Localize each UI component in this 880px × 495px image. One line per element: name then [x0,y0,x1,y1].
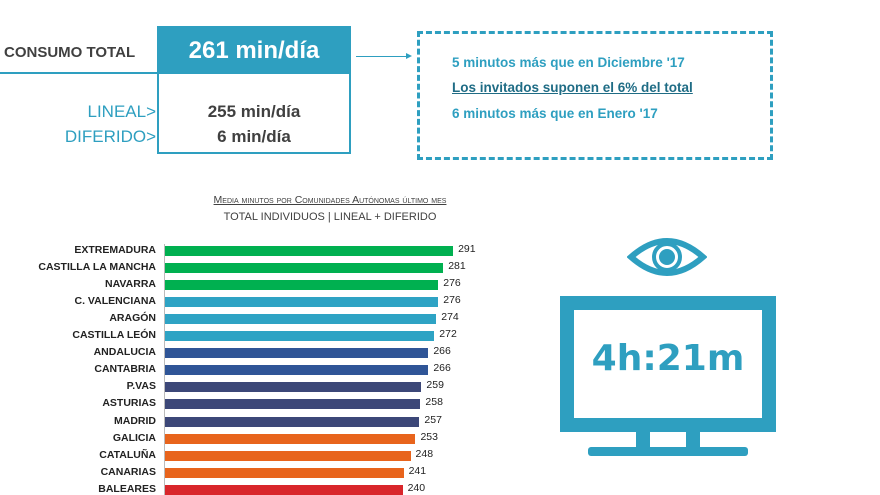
category-label: EXTREMADURA [74,244,156,256]
data-label: 253 [420,430,438,443]
bar [165,365,429,376]
note-1: 5 minutos más que en Diciembre '17 [452,55,685,70]
data-label: 266 [433,345,451,358]
category-label: ASTURIAS [102,397,156,410]
category-label: GALICIA [112,431,156,444]
category-label: CANARIAS [100,465,156,478]
notes-box [417,31,773,160]
tv-stand-base [588,447,748,456]
consumo-total-label: CONSUMO TOTAL [4,44,136,61]
bar [165,297,439,308]
consumo-box: 261 min/día 255 min/día 6 min/día [157,26,351,154]
data-label: 259 [426,379,444,392]
data-label: 281 [448,260,466,273]
category-label: BALEARES [98,482,156,495]
total-value: 261 min/día [159,28,349,74]
bar [165,416,420,427]
data-label: 257 [424,413,442,426]
bar [165,331,435,342]
lineal-value: 255 min/día [207,102,301,121]
bar [165,433,416,444]
data-label: 276 [443,294,461,307]
bar [165,382,422,393]
tv-display-value: 4h:21m [591,338,745,379]
data-label: 274 [441,311,459,324]
data-label: 248 [415,447,434,460]
category-label: CANTABRIA [94,363,156,376]
bar [165,263,444,274]
tv-stand-leg [636,432,650,448]
bar [165,246,454,256]
data-label: 272 [439,328,457,341]
category-label: CATALUÑA [99,448,156,461]
category-label: MADRID [114,414,156,427]
chart-axis [164,244,165,495]
diferido-label: DIFERIDO> [64,127,156,146]
bar [165,467,404,478]
category-label: ARAGÓN [109,312,156,325]
bar [165,484,403,495]
category-label: C. VALENCIANA [74,295,156,308]
chart-subtitle: TOTAL INDIVIDUOS | LINEAL + DIFERIDO [223,211,437,223]
note-3: 6 minutos más que en Enero '17 [452,106,658,121]
divider [0,72,158,74]
bar [165,348,429,359]
data-label: 291 [458,243,476,255]
bar [165,314,437,325]
bar [165,399,421,410]
bar [165,280,439,291]
chart-title: Media minutos por Comunidades Autónomas … [213,194,447,206]
arrow-head-icon [406,53,412,59]
eye-icon [627,238,707,276]
category-label: ANDALUCIA [93,346,156,359]
note-2: Los invitados suponen el 6% del total [452,80,693,95]
category-label: P.VAS [126,380,156,393]
data-label: 266 [433,362,451,375]
diferido-value: 6 min/día [217,127,291,146]
data-label: 241 [408,464,427,477]
category-label: NAVARRA [105,278,156,291]
tv-icon [560,296,776,432]
data-label: 258 [425,396,443,409]
bar [165,450,411,461]
data-label: 276 [443,277,461,290]
lineal-label: LINEAL> [87,102,156,121]
data-label: 240 [407,481,426,494]
category-label: CASTILLA LEÓN [72,329,156,342]
category-label: CASTILLA LA MANCHA [38,261,156,274]
tv-stand-leg [686,432,700,448]
arrow-line [356,56,408,57]
